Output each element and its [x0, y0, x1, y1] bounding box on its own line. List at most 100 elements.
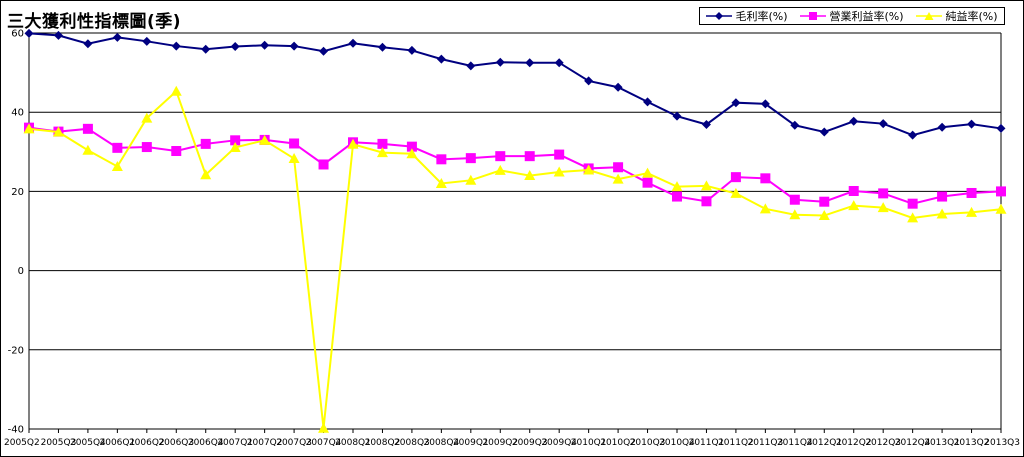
data-point: [289, 41, 299, 51]
data-point: [877, 202, 889, 213]
data-point: [200, 138, 211, 149]
x-tick-label: 2005Q2: [4, 438, 40, 448]
x-tick-label: 2009Q4: [541, 438, 577, 448]
data-point: [524, 170, 536, 181]
x-tick-label: 2010Q1: [571, 438, 607, 448]
data-point: [465, 174, 477, 185]
x-tick-label: 2008Q2: [365, 438, 401, 448]
data-point: [848, 186, 859, 197]
x-tick-label: 2006Q3: [158, 438, 194, 448]
data-point: [436, 54, 446, 64]
data-point: [259, 134, 271, 145]
data-point: [53, 30, 63, 40]
data-point: [642, 167, 654, 178]
data-point: [671, 181, 683, 192]
data-point: [878, 119, 888, 129]
data-point: [347, 138, 359, 149]
x-tick-label: 2007Q2: [247, 438, 283, 448]
data-point: [995, 203, 1007, 214]
data-point: [230, 135, 241, 146]
legend: 毛利率(%) 營業利益率(%) 純益率(%): [699, 7, 1005, 25]
data-point: [230, 41, 240, 51]
x-tick-label: 2007Q4: [306, 438, 342, 448]
data-point: [700, 180, 712, 191]
data-point: [936, 208, 948, 219]
data-point: [142, 36, 152, 46]
y-tick-label: 60: [11, 29, 24, 40]
x-tick-label: 2005Q3: [41, 438, 77, 448]
data-point: [613, 162, 624, 173]
y-tick-label: -40: [8, 425, 24, 436]
data-point: [584, 76, 594, 86]
x-tick-label: 2011Q3: [748, 438, 784, 448]
data-point: [908, 130, 918, 140]
data-point: [731, 98, 741, 108]
data-point: [819, 127, 829, 137]
data-point: [967, 119, 977, 129]
data-point: [524, 151, 535, 162]
x-tick-label: 2007Q3: [276, 438, 312, 448]
data-point: [112, 32, 122, 42]
data-point: [377, 42, 387, 52]
data-point: [760, 99, 770, 109]
data-point: [760, 173, 771, 184]
legend-label-gross-margin: 毛利率(%): [735, 10, 788, 23]
series-line-1: [28, 126, 1002, 205]
legend-entry-net-margin: 純益率(%): [916, 8, 998, 24]
data-point: [554, 58, 564, 68]
legend-entry-gross-margin: 毛利率(%): [706, 8, 788, 24]
x-tick-label: 2011Q1: [689, 438, 725, 448]
data-point: [407, 45, 417, 55]
x-tick-label: 2006Q4: [188, 438, 224, 448]
x-tick-label: 2012Q3: [865, 438, 901, 448]
data-point: [612, 173, 624, 184]
x-tick-label: 2012Q2: [836, 438, 872, 448]
data-point: [701, 119, 711, 129]
data-point: [24, 28, 34, 38]
data-point: [406, 141, 417, 152]
data-point: [52, 126, 64, 137]
x-tick-label: 2008Q4: [424, 438, 460, 448]
legend-swatch-net-margin: [916, 12, 943, 20]
x-tick-label: 2010Q2: [600, 438, 636, 448]
data-point: [466, 61, 476, 71]
x-tick-label: 2013Q1: [924, 438, 960, 448]
data-point: [966, 187, 977, 198]
data-point: [495, 57, 505, 67]
data-point: [112, 142, 123, 153]
data-point: [289, 138, 300, 149]
data-point: [141, 142, 152, 153]
x-tick-label: 2006Q2: [129, 438, 165, 448]
data-point: [672, 191, 682, 202]
x-tick-label: 2008Q3: [394, 438, 430, 448]
data-point: [996, 123, 1006, 133]
x-tick-label: 2007Q1: [217, 438, 253, 448]
legend-label-net-margin: 純益率(%): [945, 10, 998, 23]
data-point: [525, 58, 535, 68]
y-tick-label: 20: [11, 187, 24, 198]
legend-label-operating-margin: 營業利益率(%): [829, 10, 904, 23]
data-point: [789, 194, 800, 205]
data-point: [318, 422, 330, 433]
data-point: [318, 159, 329, 170]
legend-entry-operating-margin: 營業利益率(%): [800, 8, 904, 24]
y-tick-label: -20: [8, 345, 24, 356]
data-point: [966, 206, 978, 217]
data-point: [819, 196, 830, 207]
x-tick-label: 2013Q2: [954, 438, 990, 448]
data-point: [553, 166, 565, 177]
data-point: [82, 123, 93, 134]
data-point: [319, 46, 329, 56]
data-point: [288, 153, 300, 164]
data-point: [377, 138, 388, 149]
data-point: [907, 212, 919, 223]
data-point: [171, 41, 181, 51]
data-point: [849, 116, 859, 126]
x-tick-label: 2013Q3: [984, 438, 1020, 448]
x-tick-label: 2011Q2: [718, 438, 754, 448]
y-tick-label: 40: [11, 108, 24, 119]
data-point: [789, 209, 801, 220]
data-point: [818, 210, 830, 221]
